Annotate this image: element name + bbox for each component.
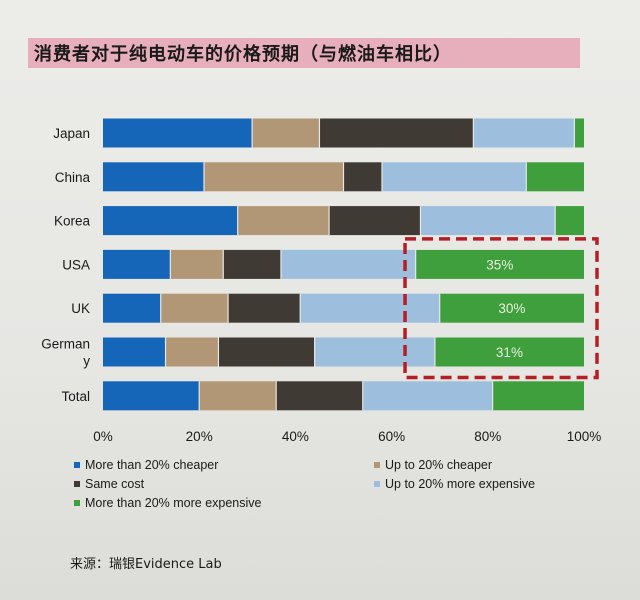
bar-uk-series-1 <box>160 293 229 323</box>
bar-usa-series-2 <box>223 249 281 279</box>
category-label: Total <box>61 389 90 404</box>
x-tick-label: 80% <box>474 429 501 444</box>
x-tick-label: 60% <box>378 429 405 444</box>
legend-swatch <box>74 499 80 506</box>
legend-label: Up to 20% more expensive <box>385 477 536 491</box>
bar-usa-series-0 <box>103 249 171 279</box>
bar-japan-series-1 <box>252 118 320 148</box>
x-tick-label: 20% <box>186 429 213 444</box>
legend-item: Up to 20% more expensive <box>374 477 535 491</box>
bar-korea-series-3 <box>420 206 556 236</box>
bar-usa-series-4 <box>415 249 584 279</box>
bar-china-series-2 <box>343 162 382 192</box>
legend-label: More than 20% more expensive <box>85 496 262 510</box>
legend-item: More than 20% cheaper <box>74 458 218 472</box>
bar-german-y-series-3 <box>314 337 435 367</box>
bar-german-y-series-1 <box>165 337 219 367</box>
legend-label: Up to 20% cheaper <box>385 458 493 472</box>
category-label: USA <box>62 257 90 272</box>
bar-german-y-series-4 <box>434 337 584 367</box>
x-tick-label: 0% <box>93 429 113 444</box>
bar-korea-series-0 <box>103 206 238 236</box>
legend-swatch <box>74 480 80 487</box>
source-note: 来源：瑞银Evidence Lab <box>70 557 222 572</box>
bar-usa-series-1 <box>170 249 224 279</box>
category-label: UK <box>71 301 90 316</box>
bar-china-series-0 <box>103 162 205 192</box>
legend-item: More than 20% more expensive <box>74 496 261 510</box>
legend-item: Same cost <box>74 477 144 491</box>
legend-swatch <box>374 461 380 468</box>
bar-total-series-3 <box>362 381 493 411</box>
legend-swatch <box>74 461 80 468</box>
bar-korea-series-2 <box>329 206 421 236</box>
bar-usa-series-3 <box>280 249 416 279</box>
data-label: 30% <box>498 301 525 316</box>
bar-uk-series-2 <box>228 293 301 323</box>
bar-korea-series-1 <box>237 206 330 236</box>
bar-japan-series-4 <box>574 118 584 148</box>
legend-item: Up to 20% cheaper <box>374 458 492 472</box>
data-label: 31% <box>496 345 523 360</box>
bar-german-y-series-0 <box>103 337 166 367</box>
highlight-box <box>403 237 599 380</box>
bar-china-series-4 <box>526 162 584 192</box>
category-label: Korea <box>54 214 91 229</box>
bar-uk-series-3 <box>300 293 440 323</box>
x-tick-label: 40% <box>282 429 309 444</box>
legend-label: More than 20% cheaper <box>85 458 219 472</box>
bar-uk-series-4 <box>439 293 584 323</box>
bar-uk-series-0 <box>103 293 161 323</box>
x-tick-label: 100% <box>567 429 602 444</box>
legend-swatch <box>374 480 380 487</box>
bar-total-series-0 <box>103 381 200 411</box>
category-label: China <box>55 170 91 185</box>
legend-label: Same cost <box>85 477 145 491</box>
category-label: Japan <box>53 126 90 141</box>
bar-japan-series-2 <box>319 118 474 148</box>
data-label: 35% <box>486 257 513 272</box>
bar-total-series-2 <box>276 381 363 411</box>
category-label: y <box>83 354 90 369</box>
bar-german-y-series-2 <box>218 337 315 367</box>
bar-korea-series-4 <box>555 206 584 236</box>
bar-china-series-1 <box>204 162 344 192</box>
chart-title: 消费者对于纯电动车的价格预期（与燃油车相比） <box>34 44 452 65</box>
bar-japan-series-3 <box>473 118 575 148</box>
bar-japan-series-0 <box>103 118 253 148</box>
bar-china-series-3 <box>381 162 527 192</box>
bar-total-series-4 <box>492 381 584 411</box>
title-highlight <box>28 38 580 68</box>
category-label: German <box>41 337 90 352</box>
bar-total-series-1 <box>199 381 277 411</box>
